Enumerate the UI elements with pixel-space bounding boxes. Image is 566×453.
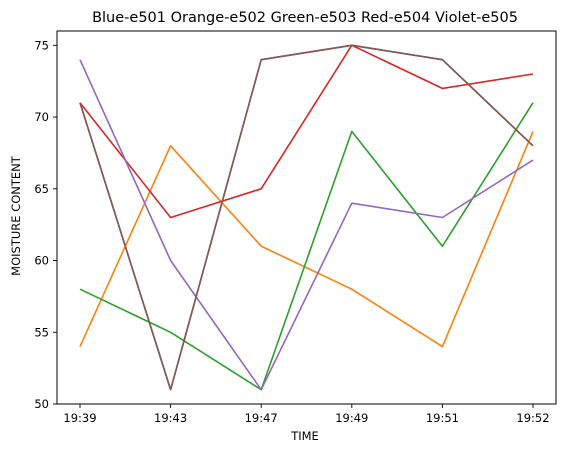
x-tick-label: 19:52 bbox=[516, 411, 549, 425]
y-tick-label: 65 bbox=[34, 182, 49, 196]
x-tick-label: 19:43 bbox=[154, 411, 187, 425]
series-line-2 bbox=[79, 131, 534, 348]
y-tick-label: 50 bbox=[34, 397, 49, 411]
plot-frame bbox=[56, 30, 557, 405]
y-tick-label: 55 bbox=[34, 325, 49, 339]
series-line-3 bbox=[79, 102, 534, 391]
y-tick-label: 60 bbox=[34, 254, 49, 268]
x-tick-label: 19:47 bbox=[245, 411, 278, 425]
series-line-4 bbox=[79, 44, 534, 219]
series-layer bbox=[79, 44, 534, 391]
y-tick-label: 75 bbox=[34, 38, 49, 52]
x-tick-label: 19:49 bbox=[335, 411, 368, 425]
y-axis: 50 55 60 65 70 75 bbox=[34, 38, 57, 411]
x-axis: 19:39 19:43 19:47 19:49 19:51 19:52 bbox=[63, 404, 550, 425]
series-line-6 bbox=[79, 44, 534, 391]
x-axis-label: TIME bbox=[290, 429, 319, 443]
series-line-5 bbox=[79, 59, 534, 391]
x-tick-label: 19:39 bbox=[63, 411, 96, 425]
chart-title: Blue-e501 Orange-e502 Green-e503 Red-e50… bbox=[92, 10, 518, 26]
series-line-1 bbox=[79, 44, 534, 391]
x-tick-label: 19:51 bbox=[426, 411, 459, 425]
y-axis-label: MOISTURE CONTENT bbox=[9, 155, 23, 276]
y-tick-label: 70 bbox=[34, 110, 49, 124]
